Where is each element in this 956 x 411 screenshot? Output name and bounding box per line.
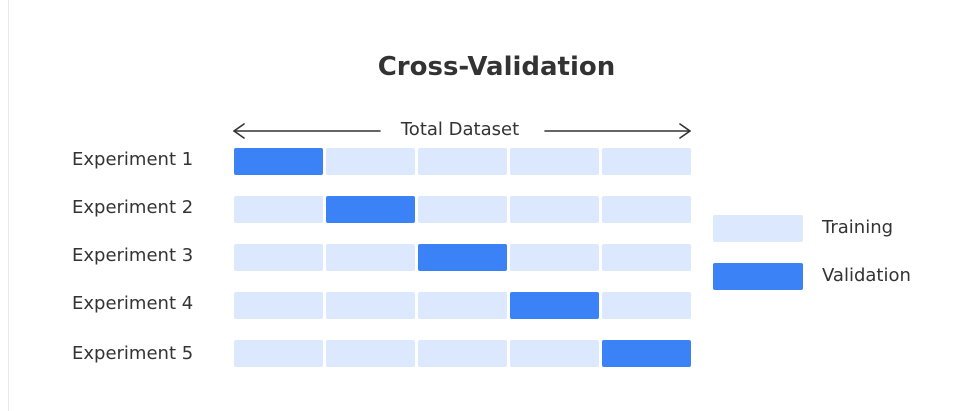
training-fold — [418, 292, 507, 319]
legend-validation-label: Validation — [822, 265, 911, 286]
total-dataset-label: Total Dataset — [400, 119, 520, 140]
validation-fold — [326, 196, 415, 223]
training-fold — [418, 148, 507, 175]
training-fold — [510, 244, 599, 271]
training-fold — [326, 148, 415, 175]
training-fold — [602, 244, 691, 271]
training-fold — [602, 292, 691, 319]
experiment-label: Experiment 5 — [72, 343, 194, 364]
training-fold — [418, 196, 507, 223]
training-fold — [326, 340, 415, 367]
training-fold — [418, 340, 507, 367]
legend-training-label: Training — [822, 217, 894, 238]
training-fold — [510, 196, 599, 223]
validation-fold — [602, 340, 691, 367]
training-fold — [234, 292, 323, 319]
validation-fold — [234, 148, 323, 175]
training-fold — [234, 340, 323, 367]
training-fold — [510, 148, 599, 175]
experiment-label: Experiment 1 — [72, 149, 194, 170]
legend-validation-swatch — [713, 263, 803, 290]
experiment-label: Experiment 4 — [72, 293, 194, 314]
training-fold — [602, 196, 691, 223]
training-fold — [602, 148, 691, 175]
validation-fold — [418, 244, 507, 271]
training-fold — [510, 340, 599, 367]
training-fold — [326, 292, 415, 319]
validation-fold — [510, 292, 599, 319]
training-fold — [234, 244, 323, 271]
left-border — [8, 0, 9, 411]
experiment-label: Experiment 3 — [72, 245, 194, 266]
experiment-label: Experiment 2 — [72, 197, 194, 218]
training-fold — [234, 196, 323, 223]
arrow-head-right-icon — [679, 123, 691, 139]
arrow-head-left-icon — [233, 123, 245, 139]
training-fold — [326, 244, 415, 271]
legend-training-swatch — [713, 215, 803, 242]
diagram-title: Cross-Validation — [377, 52, 616, 82]
